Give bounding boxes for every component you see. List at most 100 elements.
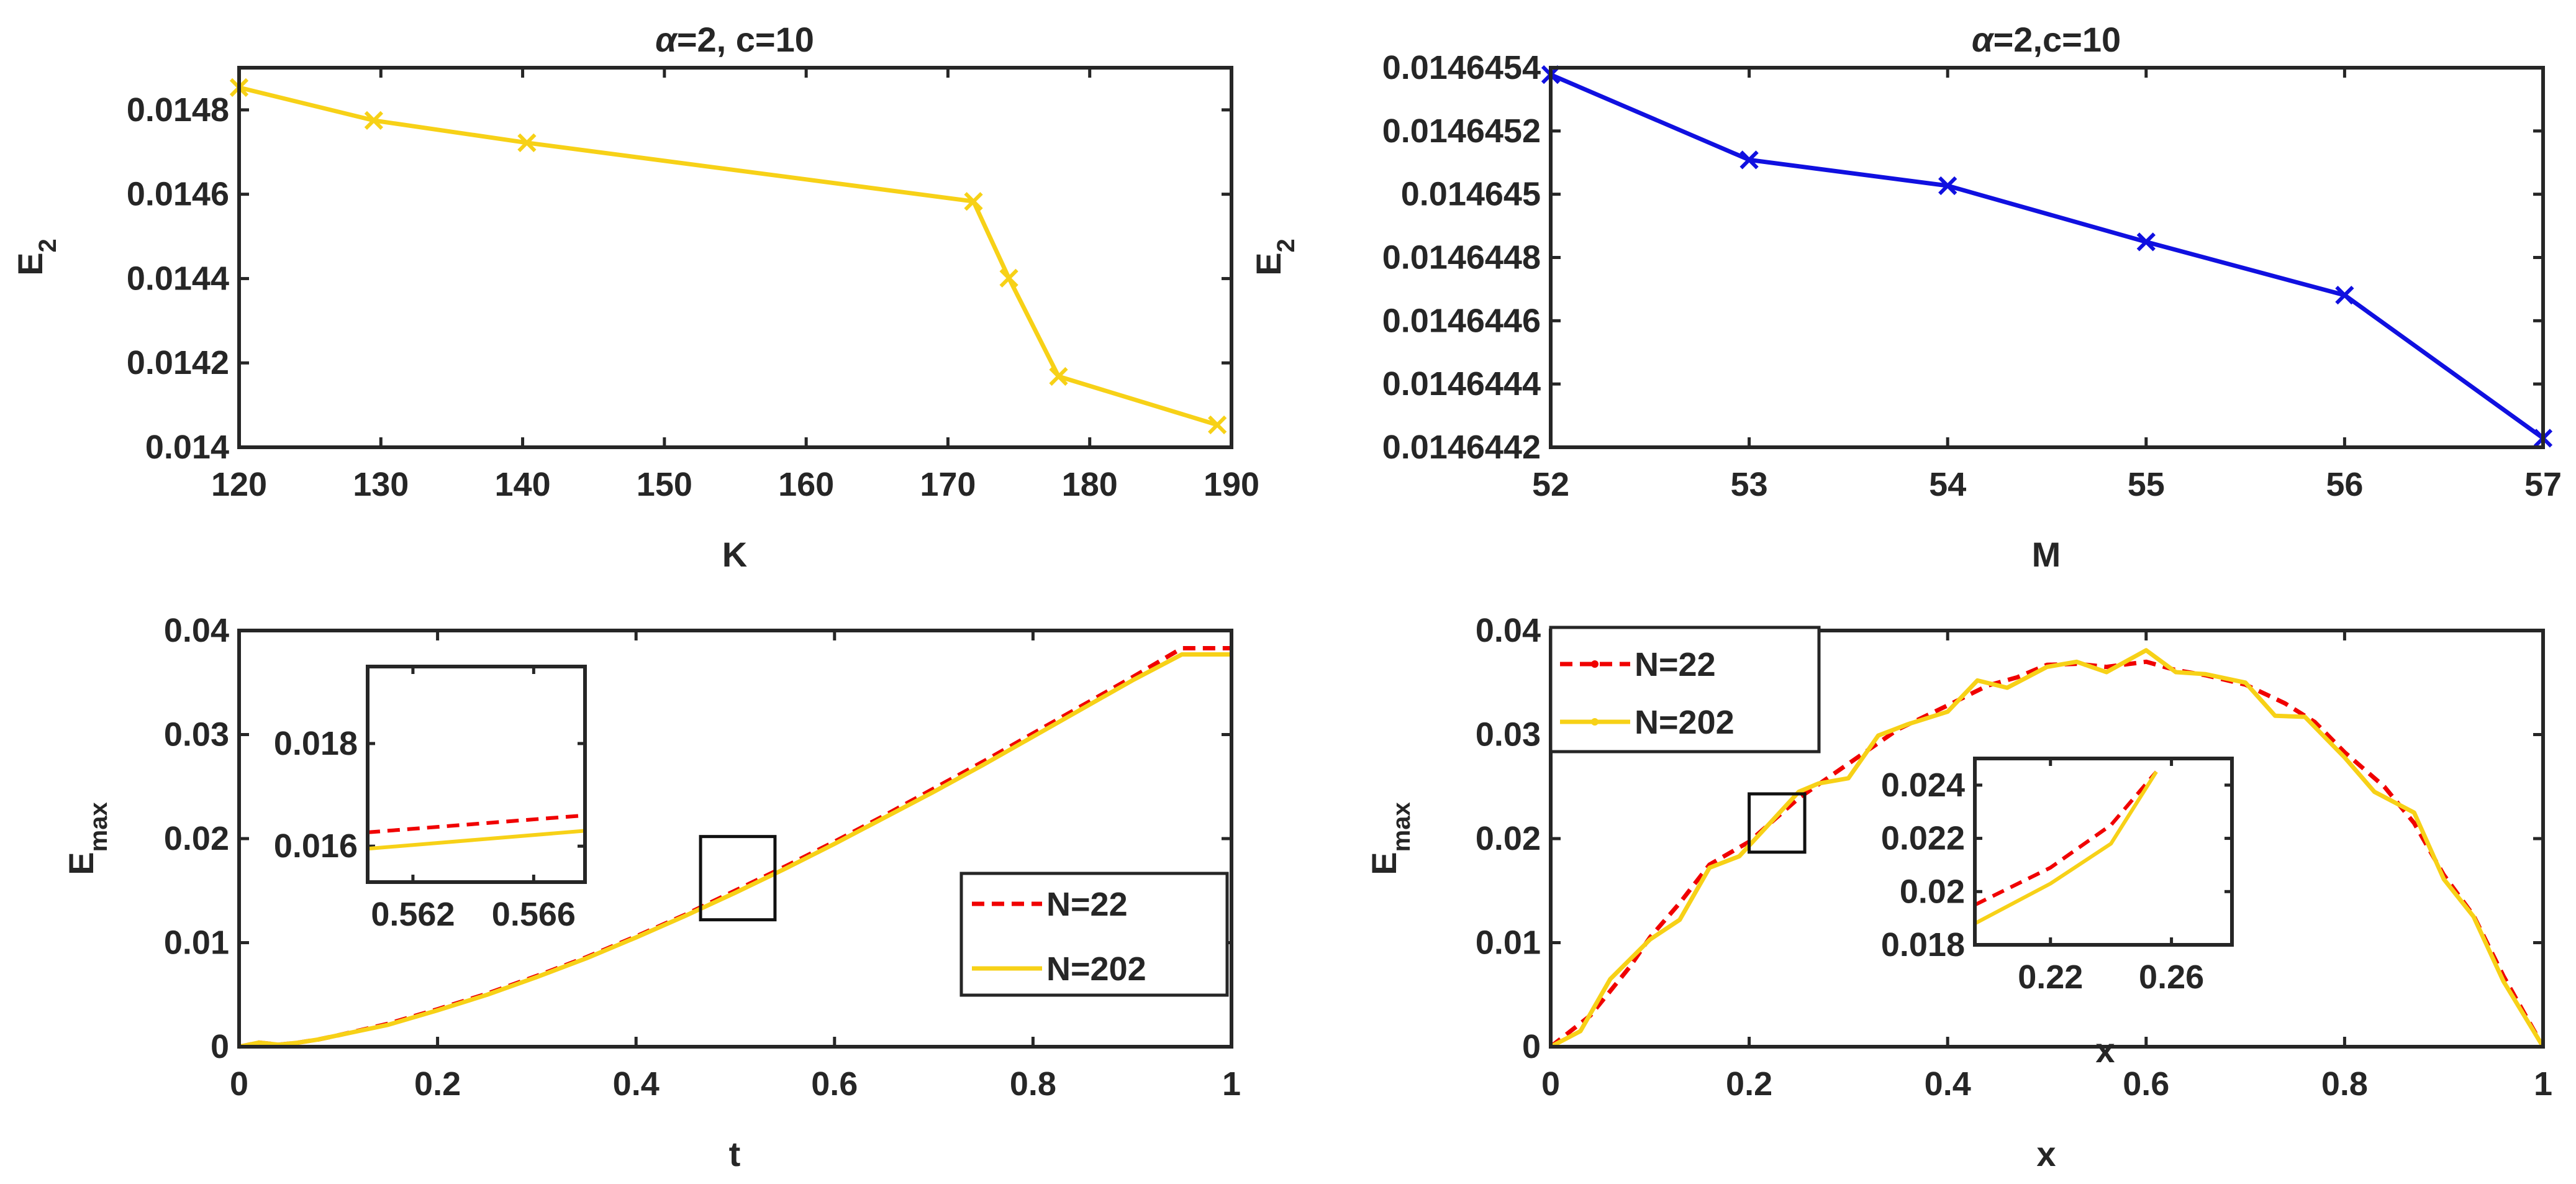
panel-bl-xtick-label: 0 [230, 1065, 248, 1103]
panel-tr-xticks: 52 53 54 55 56 57 [1532, 68, 2562, 503]
panel-tr-xlabel: M [2032, 535, 2061, 574]
panel-bl-ylabel-main: E [61, 852, 101, 875]
panel-bl-inset-ytick-label: 0.016 [274, 827, 358, 865]
panel-bl-ytick-label: 0.03 [164, 716, 229, 754]
panel-bl-xtick-label: 0.6 [811, 1065, 858, 1103]
panel-br-legend-marker-n22 [1591, 660, 1599, 668]
panel-br-ylabel: Emax [1364, 802, 1415, 875]
panel-bl-zoom-box [699, 835, 777, 922]
panel-br-inset-ytick-label: 0.02 [1900, 873, 1965, 910]
panel-br-xlabel-dup: x [2095, 1031, 2115, 1070]
panel-tr-title-alpha: α [1972, 20, 1995, 59]
panel-tr-marker [1938, 176, 1957, 196]
panel-br-inset-ytick-label: 0.018 [1881, 926, 1965, 963]
panel-bl-legend-label-n202: N=202 [1046, 950, 1146, 988]
panel-tl-series [229, 78, 1227, 435]
panel-tl-xtick-label: 140 [495, 466, 551, 503]
panel-tr-ytick-label: 0.0146452 [1382, 112, 1541, 150]
panel-tl-title: α=2, c=10 [655, 20, 814, 59]
panel-br-xtick-label: 0.2 [1726, 1065, 1772, 1103]
panel-bl-inset-box [366, 665, 587, 884]
panel-bl-inset-series [367, 813, 586, 851]
panel-tr-xtick-label: 54 [1929, 466, 1966, 503]
panel-br-xticks: 0 0.2 0.4 0.6 0.8 1 [1541, 631, 2552, 1103]
panel-tr-ylabel-sub: 2 [1272, 239, 1300, 252]
panel-tr-marker [1739, 150, 1759, 170]
panel-bl-ylabel: Emax [61, 802, 112, 875]
panel-bl-xtick-label: 1 [1222, 1065, 1241, 1103]
panel-bl-inset-line-n-202 [367, 829, 586, 851]
panel-tl-xticks: 120 130 140 150 160 170 180 190 [211, 68, 1259, 503]
panel-tl: α=2, c=10 120 130 140 150 160 170 180 190 0.014… [11, 20, 1259, 574]
panel-br: 0 0.2 0.4 0.6 0.8 1 0 0.01 0.02 0.03 0.04 x x Ema… [1364, 612, 2552, 1173]
panel-br-ytick-label: 0.04 [1476, 612, 1541, 649]
panel-bl-ytick-label: 0.02 [164, 820, 229, 857]
panel-tl-ytick-label: 0.014 [145, 429, 229, 466]
panel-tl-xtick-label: 120 [211, 466, 267, 503]
panel-bl-inset-xtick-label: 0.562 [371, 896, 455, 933]
panel-bl-line-n-202 [238, 652, 1231, 1049]
panel-br-inset: 0.22 0.26 0.018 0.02 0.022 0.024 [1881, 757, 2234, 996]
panel-tr-series [1541, 65, 2553, 448]
panel-tl-marker [1049, 367, 1068, 386]
panel-tl-xtick-label: 150 [637, 466, 692, 503]
panel-br-xtick-label: 1 [2534, 1065, 2552, 1103]
panel-tr-ytick-label: 0.0146446 [1382, 302, 1541, 339]
panel-tl-ytick-label: 0.0142 [127, 344, 229, 381]
panel-tl-xlabel: K [722, 535, 747, 574]
panel-bl-legend: N=22 N=202 [959, 872, 1229, 997]
panel-tr-ylabel: E2 [1249, 239, 1300, 276]
panel-bl-ytick-label: 0 [211, 1028, 229, 1065]
panel-bl-legend-label-n22: N=22 [1046, 886, 1128, 923]
panel-tl-marker [517, 133, 537, 152]
panel-br-legend-box [1549, 626, 1821, 754]
panel-tr-xtick-label: 52 [1532, 466, 1569, 503]
panel-tr-xtick-label: 55 [2128, 466, 2165, 503]
panel-br-xtick-label: 0.4 [1925, 1065, 1971, 1103]
panel-tr-title: α=2,c=10 [1972, 20, 2121, 59]
panel-tl-title-alpha: α [655, 20, 678, 59]
panel-bl-xtick-label: 0.4 [613, 1065, 660, 1103]
panel-bl-legend-box [959, 872, 1229, 997]
panel-tl-ylabel-main: E [11, 252, 50, 275]
panel-tl-marker [964, 192, 983, 211]
panel-tr-axes-box [1549, 66, 2545, 449]
panel-tl-ylabel: E2 [11, 239, 61, 276]
panel-tl-marker [999, 268, 1018, 288]
panel-tr-xtick-label: 56 [2326, 466, 2363, 503]
panel-br-axes-box [1549, 629, 2545, 1049]
panel-tr-xtick-label: 53 [1731, 466, 1768, 503]
panel-tr: α=2,c=10 52 53 54 55 56 57 0.0146442 0.0146444… [1249, 20, 2562, 574]
panel-br-legend: N=22 N=202 [1549, 626, 1821, 754]
panel-bl-inset-yticks: 0.016 0.018 [274, 725, 585, 865]
panel-tl-marker [364, 111, 383, 130]
panel-br-inset-yticks: 0.018 0.02 0.022 0.024 [1881, 767, 2232, 963]
panel-br-inset-bg [1975, 758, 2232, 945]
panel-bl-ytick-label: 0.04 [164, 612, 229, 649]
panel-br-inset-line-n-202 [1974, 770, 2158, 926]
panel-bl-inset: 0.562 0.566 0.016 0.018 [274, 665, 587, 933]
panel-br-series [1549, 648, 2546, 1049]
panel-tr-ylabel-main: E [1249, 252, 1288, 275]
panel-tl-xtick-label: 170 [920, 466, 976, 503]
panel-tr-ytick-label: 0.0146454 [1382, 49, 1541, 86]
panel-tr-ytick-label: 0.0146442 [1382, 429, 1541, 466]
panel-bl-xtick-label: 0.8 [1010, 1065, 1056, 1103]
panel-tr-yticks: 0.0146442 0.0146444 0.0146446 0.0146448 0.01… [1382, 49, 2543, 466]
panel-br-inset-series [1974, 770, 2158, 926]
panel-bl-axes-box [237, 629, 1233, 1049]
panel-br-zoom-box [1748, 792, 1807, 854]
panel-tl-xtick-label: 160 [778, 466, 834, 503]
panel-br-inset-xticks: 0.22 0.26 [2018, 758, 2204, 996]
panel-tl-axes-box [237, 66, 1233, 449]
panel-bl: 0 0.2 0.4 0.6 0.8 1 00.010.020.030.04 t Emax … [61, 612, 1241, 1173]
panel-tl-ytick-label: 0.0146 [127, 176, 229, 213]
panel-bl-xlabel: t [729, 1134, 741, 1173]
panel-bl-inset-xtick-label: 0.566 [492, 896, 576, 933]
panel-br-ytick-label: 0.03 [1476, 716, 1541, 754]
panel-tl-xtick-label: 130 [353, 466, 409, 503]
panel-br-inset-ytick-label: 0.024 [1881, 767, 1965, 804]
panel-tr-marker [2335, 285, 2354, 305]
panel-br-inset-ytick-label: 0.022 [1881, 820, 1965, 857]
